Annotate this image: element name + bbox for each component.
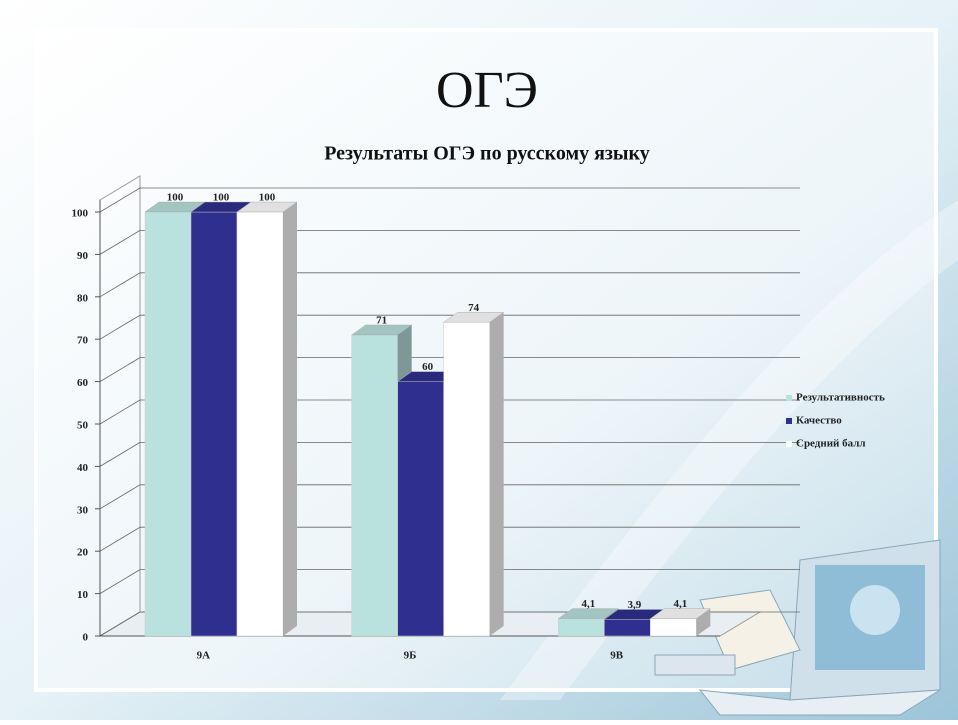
slide-title: ОГЭ — [436, 62, 538, 119]
data-label: 3,9 — [627, 599, 641, 611]
y-tick-label: 0 — [83, 632, 89, 644]
bar — [650, 619, 696, 636]
data-label: 100 — [213, 192, 230, 204]
legend-marker — [786, 441, 792, 447]
y-tick-label: 80 — [77, 292, 89, 304]
slide: ОГЭ Результаты ОГЭ по русскому языку 0 10… — [0, 0, 958, 720]
data-label: 60 — [422, 361, 434, 373]
data-label: 71 — [376, 314, 387, 326]
bar — [237, 212, 283, 636]
bar — [558, 619, 604, 636]
bar-side-shade — [283, 202, 297, 636]
y-tick-label: 100 — [72, 208, 89, 220]
bar — [604, 619, 650, 636]
x-tick-label: 9Б — [404, 650, 417, 662]
chart-title: Результаты ОГЭ по русскому языку — [324, 143, 650, 165]
x-tick-label: 9В — [610, 650, 624, 662]
data-label: 100 — [167, 192, 184, 204]
y-tick-label: 40 — [77, 462, 89, 474]
y-tick-label: 20 — [77, 547, 89, 559]
y-tick-label: 50 — [77, 420, 89, 432]
y-tick-label: 30 — [77, 504, 89, 516]
x-tick-label: 9А — [197, 650, 211, 662]
legend-label: Результативность — [796, 392, 885, 404]
data-label: 74 — [468, 302, 480, 314]
bar-side-shade — [490, 312, 504, 636]
data-label: 4,1 — [581, 598, 595, 610]
data-label: 4,1 — [673, 598, 687, 610]
bar — [352, 335, 398, 636]
bar — [145, 212, 191, 636]
bar — [444, 322, 490, 636]
y-tick-label: 90 — [77, 250, 89, 262]
y-tick-label: 60 — [77, 377, 89, 389]
y-tick-label: 10 — [77, 589, 89, 601]
legend-label: Средний балл — [796, 438, 866, 450]
bar — [191, 212, 237, 636]
legend-label: Качество — [796, 415, 842, 427]
legend-marker — [786, 395, 792, 401]
bar — [398, 382, 444, 636]
data-label: 100 — [259, 192, 276, 204]
legend-marker — [786, 418, 792, 424]
y-tick-label: 70 — [77, 335, 89, 347]
